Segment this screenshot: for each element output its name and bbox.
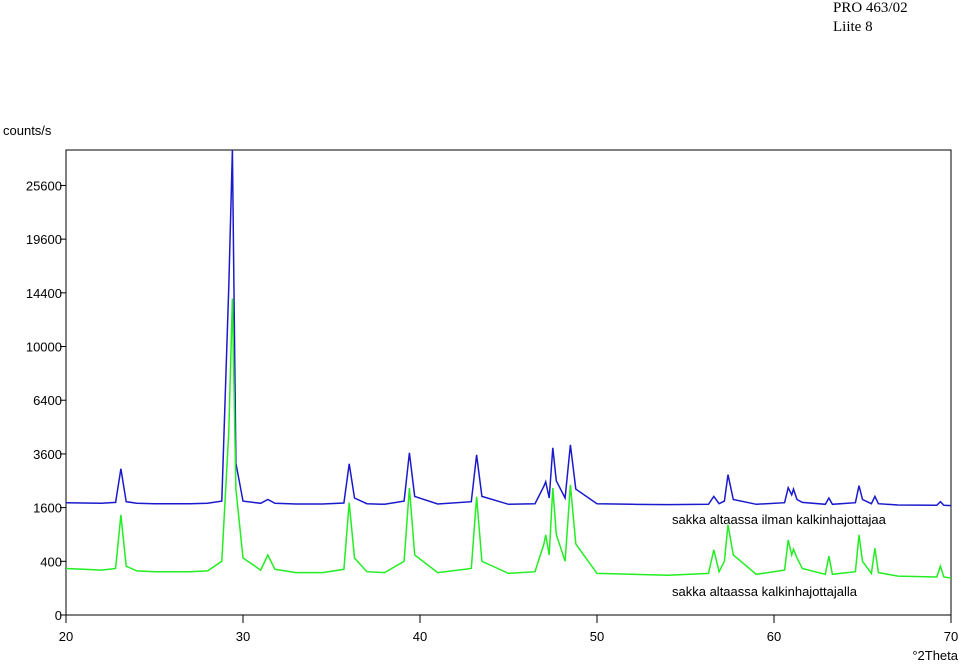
x-tick-label: 40	[413, 629, 427, 644]
y-tick-label: 3600	[33, 447, 62, 462]
series-line	[66, 150, 951, 507]
x-tick-label: 30	[236, 629, 250, 644]
y-tick-label: 10000	[26, 340, 62, 355]
y-tick-label: 25600	[26, 178, 62, 193]
y-tick-label: 6400	[33, 393, 62, 408]
header-line: Liite 8	[833, 19, 873, 35]
y-tick-label: 14400	[26, 286, 62, 301]
y-axis-label: counts/s	[3, 123, 52, 138]
x-tick-label: 70	[944, 629, 958, 644]
plot-frame	[65, 149, 952, 616]
series-line	[66, 298, 951, 579]
series-label: sakka altaassa kalkinhajottajalla	[672, 584, 858, 599]
y-tick-label: 400	[40, 554, 62, 569]
y-tick-label: 0	[55, 608, 62, 623]
x-axis-label: °2Theta	[912, 648, 958, 663]
x-tick-label: 20	[59, 629, 73, 644]
header-line: PRO 463/02	[833, 0, 908, 16]
plot-area	[66, 150, 951, 579]
x-tick-label: 50	[590, 629, 604, 644]
series-label: sakka altaassa ilman kalkinhajottajaa	[672, 512, 887, 527]
y-tick-label: 1600	[33, 501, 62, 516]
x-tick-label: 60	[767, 629, 781, 644]
y-tick-label: 19600	[26, 232, 62, 247]
